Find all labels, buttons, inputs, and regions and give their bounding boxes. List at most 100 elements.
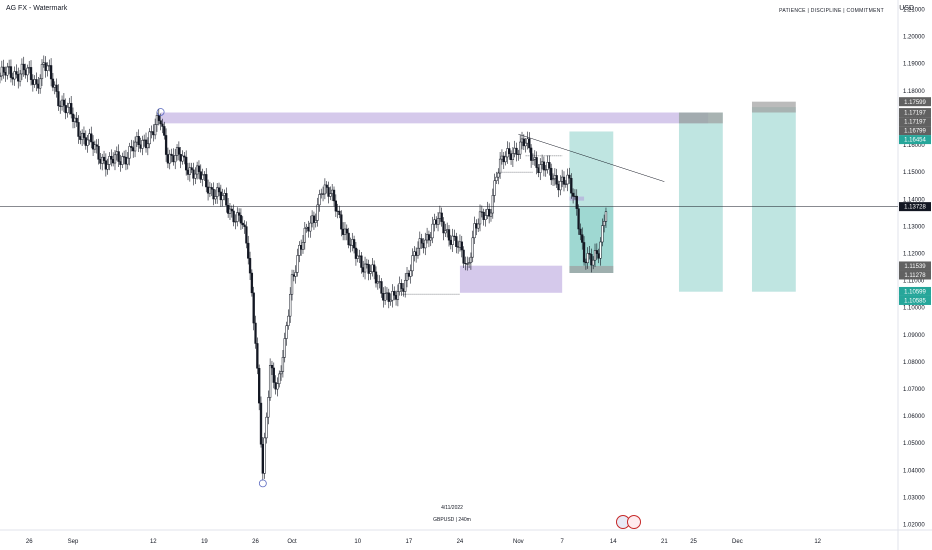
price-label-badge [899, 135, 931, 145]
candle [225, 193, 228, 206]
candle [15, 71, 18, 75]
candle [526, 138, 529, 144]
candle [599, 241, 602, 259]
candle [192, 169, 195, 179]
candle [150, 131, 153, 133]
candle [292, 274, 296, 277]
candle [414, 251, 418, 256]
candle [126, 157, 129, 165]
candle [506, 148, 509, 158]
candle [130, 146, 133, 148]
trendline[interactable] [518, 133, 665, 182]
swing-marker[interactable] [258, 479, 267, 488]
candle [579, 228, 582, 235]
price-label-text: 1.17197 [904, 120, 926, 126]
candle [310, 215, 314, 224]
candle [287, 315, 290, 326]
candle [99, 159, 102, 164]
candle [385, 292, 389, 294]
candle [453, 235, 456, 237]
zone-zone[interactable] [459, 265, 563, 293]
price-label-text: 1.10585 [904, 299, 926, 305]
candle [57, 91, 60, 107]
candle [367, 264, 370, 274]
candle [2, 66, 5, 73]
price-label-text: 1.10599 [904, 290, 926, 296]
candle [488, 208, 491, 217]
candle [101, 156, 104, 164]
candle [40, 64, 44, 80]
candle [365, 263, 369, 265]
candle [42, 62, 45, 65]
candle [201, 174, 204, 180]
candle [588, 253, 591, 255]
candle [393, 291, 396, 296]
candle [425, 234, 429, 241]
currency-label: USD [899, 5, 914, 12]
y-tick-label: 1.14000 [903, 197, 925, 203]
candle [155, 115, 159, 125]
candle [0, 75, 2, 77]
candle [7, 66, 11, 68]
candle [455, 236, 458, 247]
swing-marker[interactable] [156, 108, 165, 116]
candle [71, 113, 75, 122]
candle [316, 204, 319, 221]
candle [473, 223, 476, 239]
candle [469, 256, 473, 263]
price-label-badge [899, 97, 931, 107]
candle [104, 160, 108, 170]
candle [265, 416, 268, 439]
candle [303, 227, 306, 243]
x-tick-label: 17 [406, 539, 413, 545]
x-tick-label: Oct [287, 539, 297, 545]
candle [312, 215, 316, 223]
candle [555, 175, 558, 185]
y-tick-label: 1.04000 [903, 468, 925, 474]
candle [389, 299, 392, 302]
candle [110, 156, 113, 160]
candle [460, 241, 463, 251]
price-label-badge [899, 202, 931, 212]
candle [539, 164, 542, 173]
candle [504, 156, 507, 163]
candle [593, 250, 597, 261]
event-flag-icon[interactable] [627, 515, 641, 529]
candle [347, 232, 350, 246]
candle [250, 272, 254, 294]
candle [0, 66, 3, 77]
candle [68, 103, 71, 108]
candle [343, 228, 347, 235]
candle [573, 195, 577, 197]
candle [252, 292, 255, 324]
grey-zone[interactable] [678, 112, 723, 124]
candle [471, 237, 474, 258]
candle [413, 251, 416, 256]
candle [298, 245, 301, 256]
candle [285, 325, 288, 339]
candle [263, 437, 266, 474]
candle [535, 157, 538, 168]
candle [174, 155, 177, 163]
candle [112, 159, 115, 164]
candle [86, 139, 89, 146]
candle [509, 153, 513, 160]
candle [70, 103, 73, 115]
candle [132, 147, 135, 152]
candle [283, 338, 286, 358]
target-zone[interactable] [678, 112, 723, 292]
grey-zone[interactable] [751, 101, 796, 113]
candle [404, 280, 407, 292]
target-zone[interactable] [751, 107, 796, 292]
candle [602, 221, 606, 226]
price-label-text: 1.16454 [904, 138, 926, 144]
candle [11, 77, 14, 80]
candle [122, 156, 126, 158]
candle [486, 208, 489, 216]
zone-zone[interactable] [160, 112, 709, 124]
candle [338, 210, 341, 215]
candle [300, 245, 303, 250]
candle [51, 78, 55, 88]
candle [22, 63, 25, 71]
